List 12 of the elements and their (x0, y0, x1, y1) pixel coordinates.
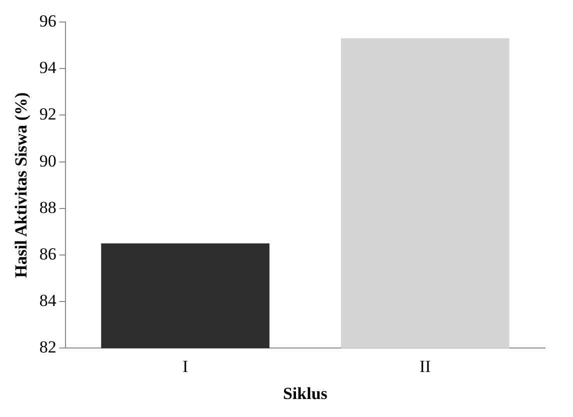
y-tick-label: 88 (39, 198, 56, 217)
y-tick-label: 82 (39, 338, 56, 357)
x-tick-label: I (182, 356, 188, 376)
y-tick-label: 94 (39, 58, 57, 78)
y-tick-label: 90 (39, 151, 56, 170)
y-tick-label: 84 (39, 291, 57, 310)
y-tick-label: 92 (39, 104, 56, 124)
y-tick-label: 96 (39, 11, 56, 30)
x-axis-title: Siklus (282, 384, 328, 404)
y-axis-title: Hasil Aktivitas Siswa (%) (12, 92, 31, 278)
y-tick-label: 86 (39, 244, 56, 264)
x-tick-label: II (419, 356, 432, 376)
